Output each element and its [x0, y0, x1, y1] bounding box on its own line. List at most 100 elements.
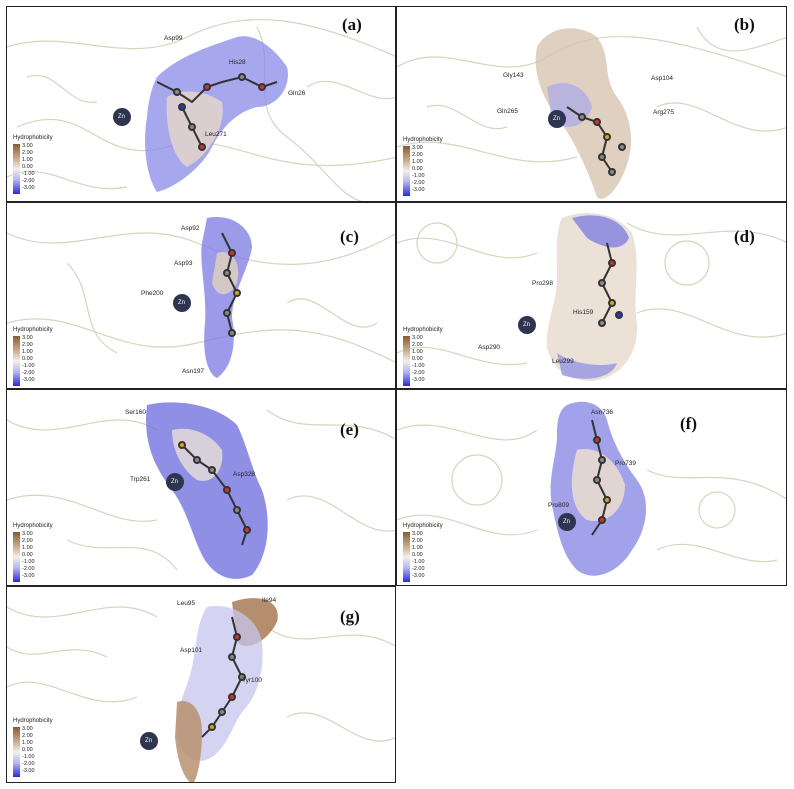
legend-tick: -3.00 [22, 185, 35, 192]
panel-label-a: (a) [342, 15, 362, 34]
panel-label-e: (e) [340, 420, 359, 439]
legend-colorbar [13, 144, 20, 194]
zinc-ion-e [166, 473, 184, 491]
legend-tick: -3.00 [412, 187, 425, 194]
legend-tick: 1.00 [22, 740, 33, 747]
residue-label: His28 [229, 59, 246, 66]
residue-label: Arg275 [653, 109, 674, 116]
residue-label: Gln26 [288, 90, 306, 97]
legend-title: Hydrophobicity [403, 327, 443, 333]
legend-tick: 2.00 [22, 150, 33, 157]
residue-label: His159 [573, 309, 594, 316]
legend-tick: -2.00 [22, 178, 35, 185]
legend-tick: 2.00 [22, 538, 33, 545]
docking-render-d [397, 213, 786, 381]
residue-label: Pro739 [615, 460, 636, 467]
zinc-ion-a [113, 108, 131, 126]
legend-tick: 0.00 [412, 356, 423, 363]
hydrophobicity-legend: Hydrophobicity 3.00 2.00 1.00 0.00 -1.00… [13, 327, 83, 388]
zinc-label: Zn [553, 116, 561, 122]
residue-label: Asn197 [182, 368, 205, 375]
legend-tick: -3.00 [412, 573, 425, 580]
residue-label: Asn736 [591, 409, 614, 416]
residue-label: Asp104 [651, 75, 674, 82]
legend-title: Hydrophobicity [13, 718, 53, 724]
zinc-label: Zn [118, 114, 126, 120]
docking-render-a [7, 18, 395, 201]
legend-tick: 0.00 [22, 164, 33, 171]
legend-tick: -1.00 [22, 171, 35, 178]
docking-render-g [7, 598, 395, 782]
legend-tick: 1.00 [22, 349, 33, 356]
legend-tick: 3.00 [412, 335, 423, 341]
legend-tick: 3.00 [22, 726, 33, 732]
residue-label: Phe200 [141, 290, 164, 297]
panel-b: (b) Gly143 Asp104 Gln265 Arg275 Zn Hydro… [396, 6, 787, 202]
legend-tick: 2.00 [22, 342, 33, 349]
legend-tick: 3.00 [22, 335, 33, 341]
panel-label-b: (b) [734, 15, 755, 34]
panel-label-f: (f) [680, 414, 697, 433]
residue-label: Pro298 [532, 280, 553, 287]
legend-tick: 2.00 [22, 733, 33, 740]
residue-label: Asp92 [181, 225, 200, 232]
zinc-ion-f [558, 513, 576, 531]
residue-label: Asp93 [174, 260, 193, 267]
residue-label: Gly143 [503, 72, 524, 79]
legend-colorbar [403, 146, 410, 196]
zinc-label: Zn [171, 479, 179, 485]
residue-label: Leu299 [552, 358, 574, 365]
legend-tick: -2.00 [22, 566, 35, 573]
zinc-ion-b [548, 110, 566, 128]
legend-title: Hydrophobicity [403, 137, 443, 143]
legend-colorbar [13, 336, 20, 386]
legend-tick: -2.00 [412, 180, 425, 187]
legend-tick: 0.00 [22, 747, 33, 754]
docking-render-e [7, 402, 395, 579]
hydrophobicity-legend: Hydrophobicity 3.00 2.00 1.00 0.00 -1.00… [403, 523, 473, 585]
legend-title: Hydrophobicity [13, 327, 53, 333]
zinc-ion-g [140, 732, 158, 750]
panel-d: (d) Pro298 His159 Asp290 Leu299 Zn Hydro… [396, 202, 787, 389]
panel-f: (f) Asn736 Pro739 Pro809 Zn Hydrophobici… [396, 389, 787, 586]
legend-tick: -1.00 [22, 559, 35, 566]
legend-colorbar [403, 336, 410, 386]
legend-tick: -2.00 [22, 370, 35, 377]
residue-label: Asp99 [164, 35, 183, 42]
legend-colorbar [13, 727, 20, 777]
legend-tick: -3.00 [22, 573, 35, 580]
legend-title: Hydrophobicity [13, 523, 53, 529]
hydrophobicity-legend: Hydrophobicity 3.00 2.00 1.00 0.00 -1.00… [13, 135, 83, 197]
panel-g: (g) Leu95 Ile94 Asp101 Tyr100 Zn Hydroph… [6, 586, 396, 783]
hydrophobicity-legend: Hydrophobicity 3.00 2.00 1.00 0.00 -1.00… [13, 718, 83, 780]
legend-tick: 1.00 [22, 545, 33, 552]
legend-colorbar [403, 532, 410, 582]
legend-tick: 0.00 [22, 552, 33, 559]
legend-title: Hydrophobicity [403, 523, 443, 529]
legend-tick: -1.00 [22, 363, 35, 370]
residue-label: Ile94 [262, 597, 277, 604]
legend-tick: 2.00 [412, 152, 423, 159]
residue-label: Leu271 [205, 131, 227, 138]
zinc-label: Zn [145, 738, 153, 744]
residue-label: Asp290 [478, 344, 501, 351]
legend-tick: -1.00 [412, 173, 425, 180]
legend-tick: 3.00 [412, 145, 423, 151]
legend-tick: -2.00 [22, 761, 35, 768]
legend-tick: -1.00 [412, 363, 425, 370]
legend-tick: -1.00 [22, 754, 35, 761]
residue-label: Gln265 [497, 108, 518, 115]
legend-tick: 0.00 [412, 166, 423, 173]
legend-tick: 2.00 [412, 342, 423, 349]
residue-label: Ser160 [125, 409, 146, 416]
legend-tick: -3.00 [22, 377, 35, 384]
docking-render-b [397, 26, 786, 199]
legend-tick: -2.00 [412, 566, 425, 573]
residue-label: Tyr100 [242, 677, 262, 684]
legend-title: Hydrophobicity [13, 135, 53, 141]
residue-label: Asp328 [233, 471, 256, 478]
legend-tick: 3.00 [22, 531, 33, 537]
hydrophobicity-legend: Hydrophobicity 3.00 2.00 1.00 0.00 -1.00… [403, 137, 473, 199]
panel-e: (e) Ser160 Asp328 Trp261 Zn Hydrophobici… [6, 389, 396, 586]
legend-tick: 0.00 [22, 356, 33, 363]
